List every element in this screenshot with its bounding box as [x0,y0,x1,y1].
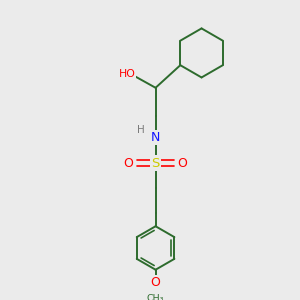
Text: S: S [152,157,160,169]
Text: N: N [151,131,160,144]
Text: CH₃: CH₃ [147,295,164,300]
Text: O: O [151,276,160,289]
Text: HO: HO [119,69,136,79]
Text: O: O [178,157,188,169]
Text: H: H [137,125,145,135]
Text: O: O [124,157,134,169]
